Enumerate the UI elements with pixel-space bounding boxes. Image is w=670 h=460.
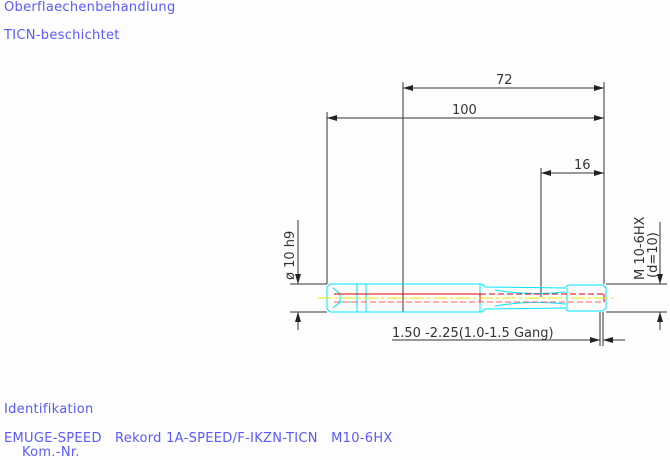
dim-100-text: 100: [452, 103, 477, 118]
identification-label: Identifikation: [4, 402, 94, 417]
surface-treatment-value: TICN-beschichtet: [4, 28, 120, 43]
dim-diameter-text: ø 10 h9: [283, 231, 298, 280]
dimension-lines: [290, 82, 667, 346]
dim-chamfer-text: 1.50 -2.25(1.0-1.5 Gang): [392, 326, 554, 341]
dim-16-text: 16: [574, 158, 591, 173]
dim-thread-d-text: (d=10): [646, 232, 661, 278]
dim-thread-text: M 10-6HX: [633, 216, 648, 280]
tool-core: [334, 293, 605, 303]
dim-72-text: 72: [496, 73, 513, 88]
identification-value: EMUGE-SPEED Rekord 1A-SPEED/F-IKZN-TICN …: [4, 431, 393, 446]
commission-number-label: Kom.-Nr.: [22, 445, 80, 460]
surface-treatment-label: Oberflaechenbehandlung: [4, 0, 176, 15]
